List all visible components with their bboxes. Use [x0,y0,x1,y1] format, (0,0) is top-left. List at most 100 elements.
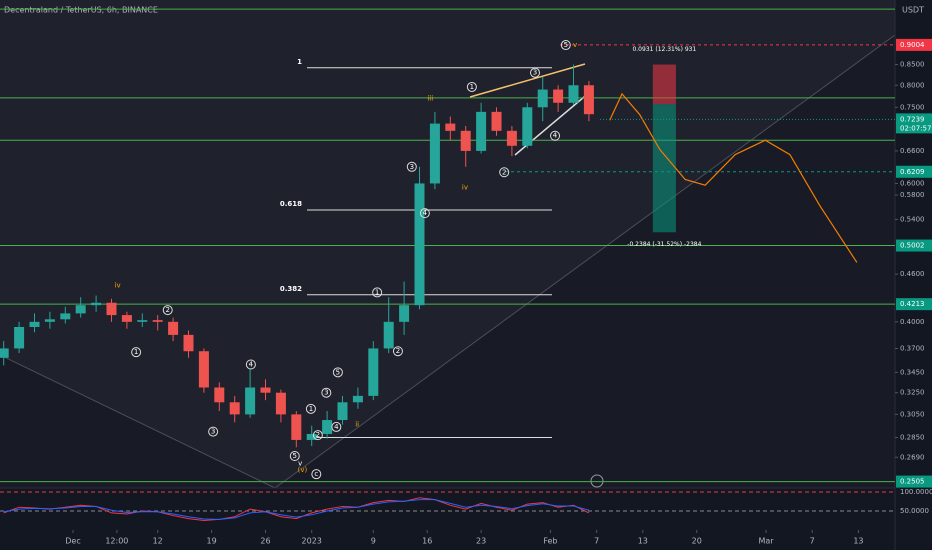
candle-body [476,111,487,151]
wave-label: iii [427,94,433,102]
candle-body [368,348,379,396]
wave-label: 4 [249,361,254,369]
candle-body [322,420,333,434]
y-tick-label: 0.6600 [900,147,925,155]
position-stop [652,104,676,233]
y-tick-label: 0.3450 [900,368,925,376]
wave-circle [560,40,571,51]
candle-body [306,433,317,440]
price-badge-label: 0.6209 [900,168,925,176]
wave-circle [162,305,173,316]
price-badge [896,239,932,252]
x-tick-label: 23 [476,537,486,546]
candle-body [491,111,502,131]
x-tick-label: 26 [260,537,270,546]
candle-body [168,321,179,335]
wave-circle [499,167,510,178]
wave-label: 5 [336,368,340,376]
rsi-tick-label: 50.0000 [900,507,929,515]
event-icon[interactable] [590,474,604,488]
position-label: -0.2384 (-31.52%) -2384 [627,241,701,248]
y-tick-label: 0.2690 [900,453,925,461]
wave-label: 3 [324,389,328,397]
wave-label: 5 [293,452,297,460]
candle-body [44,319,55,322]
x-tick-label: Dec [65,537,80,546]
wave-label: 2 [316,431,320,439]
wave-label: 2 [165,306,169,314]
candle-body [414,183,425,306]
fib-label: 1 [297,58,302,66]
fib-label: 0.382 [280,285,302,293]
wave-circle [372,287,383,298]
candle-body [352,395,363,403]
candle-body [291,414,302,440]
wave-circle [332,367,343,378]
price-badge [896,475,932,488]
position-label: 0.0931 (12.31%) 931 [632,46,696,53]
wave-circle [419,208,430,219]
x-tick-label: 7 [594,537,599,546]
candle-body [522,107,533,146]
current-price-badge [896,113,932,134]
candle-body [14,326,25,349]
wave-circle [321,387,332,398]
wave-label: 3 [410,163,414,171]
x-tick-label: 2023 [302,537,322,546]
candle-body [75,305,86,314]
x-tick-label: 9 [371,537,376,546]
candle-body [568,85,579,103]
rsi-line [3,499,590,520]
wave-label: 4 [334,423,339,431]
current-price-label: 0.7239 [900,115,925,123]
y-tick-label: 0.7500 [900,103,925,111]
x-tick-label: Mar [758,537,774,546]
wave-circle [331,421,342,432]
y-tick-label: 0.2850 [900,434,925,442]
candle-body [198,351,209,388]
wave-label: iv [115,281,121,289]
x-tick-label: 7 [810,537,815,546]
candle-body [214,387,225,403]
wave-label: 2 [396,347,400,355]
y-tick-label: 0.6000 [900,179,925,187]
candle-body [583,85,594,115]
candle-body [106,302,117,316]
x-tick-label: 12 [153,537,163,546]
candle-body [245,387,256,415]
y-tick-label: 0.8500 [900,61,925,69]
wave-label: 3 [211,428,215,436]
wave-label: 4 [553,132,558,140]
x-tick-label: 16 [422,537,432,546]
wave-circle [289,450,300,461]
y-tick-label: 0.8000 [900,81,925,89]
y-tick-label: 0.5400 [900,215,925,223]
chart-title: Decentraland / TetherUS, 6h, BINANCE [4,6,158,15]
candle-body [553,89,564,103]
candle-body [537,89,548,108]
channel [0,35,895,488]
candle-body [0,348,9,358]
wave-circle [530,67,541,78]
x-tick-label: Feb [543,537,557,546]
candle-body [460,130,471,151]
wave-label: (v) [298,466,308,474]
price-badge [896,165,932,178]
candle-body [399,305,410,322]
y-tick-label: 0.5800 [900,191,925,199]
wave-circle [208,426,219,437]
candle-body [152,320,163,322]
candle-body [445,123,456,131]
wave-circle [312,430,323,441]
price-badge-label: 0.5002 [900,242,925,250]
wave-label: v [573,41,577,49]
candle-body [91,302,102,306]
x-tick-label: 19 [207,537,217,546]
wave-label: v [298,460,302,468]
wave-circle [392,346,403,357]
x-tick-label: 12:00 [105,537,128,546]
candle-body [260,387,271,393]
wave-circle [406,161,417,172]
projection [609,92,858,263]
